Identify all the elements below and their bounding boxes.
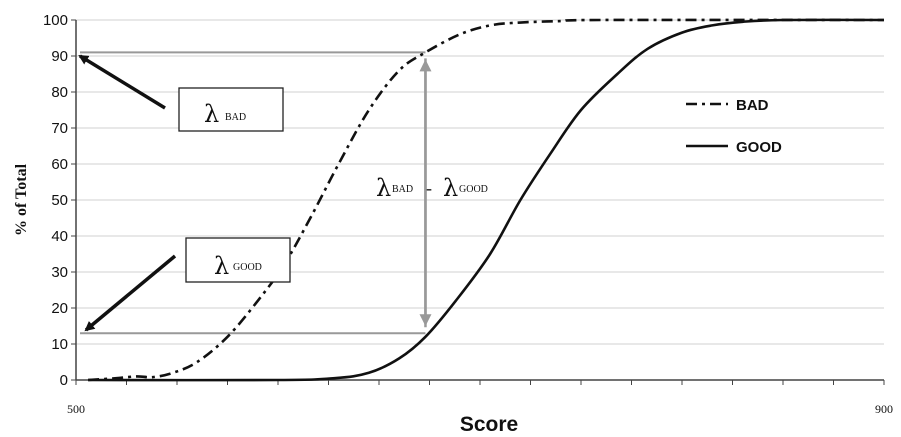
y-tick-label-10: 10: [51, 336, 68, 353]
series-layer: [88, 18, 885, 382]
annotation-diff-operator: -: [426, 178, 432, 198]
annotation-lambda-good: λ GOOD: [84, 237, 291, 332]
x-axis-title: Score: [460, 413, 518, 436]
annotation-lambda-good-symbol: λ: [214, 252, 229, 280]
x-tick-labels: 500 900: [67, 380, 893, 416]
reference-lines: [80, 51, 432, 335]
y-tick-label-80: 80: [51, 84, 68, 101]
annotation-lambda-good-sub: GOOD: [233, 262, 262, 273]
annotation-box-bad: [178, 87, 284, 132]
y-tick-label-20: 20: [51, 300, 68, 317]
annotation-diff-lambda-1: λ: [376, 174, 391, 202]
annotation-box-good: [185, 237, 291, 283]
y-tick-label-70: 70: [51, 120, 68, 137]
y-tick-label-90: 90: [51, 48, 68, 65]
legend-bad-label: BAD: [736, 97, 769, 114]
y-tick-label-60: 60: [51, 156, 68, 173]
x-tick-label-min: 500: [67, 402, 85, 416]
annotation-lambda-difference: λ BAD - λ GOOD: [376, 174, 488, 202]
annotation-diff-sub-1: BAD: [392, 184, 413, 195]
annotation-arrow-bad: [78, 54, 166, 110]
y-tick-labels: 0 10 20 30 40 50 60 70 80 90 100: [43, 12, 76, 389]
y-tick-label-100: 100: [43, 12, 68, 29]
annotation-diff-lambda-2: λ: [443, 174, 458, 202]
annotation-diff-sub-2: GOOD: [459, 184, 488, 195]
y-tick-label-0: 0: [60, 372, 68, 389]
annotation-arrow-good: [84, 254, 177, 332]
annotation-lambda-bad: λ BAD: [78, 54, 284, 132]
grid-lines: [76, 19, 884, 345]
series-line-good: [88, 18, 885, 382]
legend: BAD GOOD: [686, 97, 782, 156]
legend-good-label: GOOD: [736, 139, 782, 156]
annotation-lambda-bad-sub: BAD: [225, 112, 246, 123]
y-tick-label-30: 30: [51, 264, 68, 281]
annotation-lambda-bad-symbol: λ: [204, 100, 219, 128]
y-axis-title: % of Total: [13, 163, 30, 236]
y-tick-label-40: 40: [51, 228, 68, 245]
x-tick-label-max: 900: [875, 402, 893, 416]
y-tick-label-50: 50: [51, 192, 68, 209]
